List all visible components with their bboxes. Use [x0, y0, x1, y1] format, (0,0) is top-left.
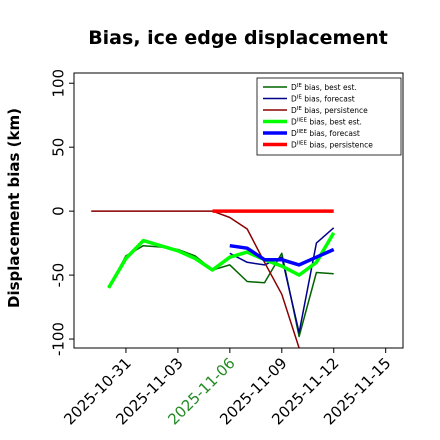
series-line-5: [229, 243, 335, 267]
legend-label: DIIEE bias, forecast: [291, 129, 360, 138]
legend-label: DIIEE bias, persistence: [291, 140, 373, 149]
y-tick-label: 100: [49, 69, 67, 98]
plot-frame: [73, 72, 404, 349]
legend-box: [256, 77, 402, 156]
y-tick-label: -100: [49, 322, 67, 356]
y-tick-label: -50: [49, 263, 67, 288]
y-tick-label: 50: [49, 138, 67, 157]
series-line-2: [229, 227, 335, 334]
x-axis: 2025-10-312025-11-032025-11-062025-11-09…: [60, 348, 395, 428]
series-line-4: [107, 232, 336, 289]
legend: DIE bias, best est. DIE bias, forecast DIE…: [256, 77, 402, 156]
legend-label: DIE bias, forecast: [291, 94, 355, 103]
series-line-3: [91, 210, 300, 349]
legend-label: DIIEE bias, best est.: [291, 117, 362, 126]
y-axis: 100 50 0 -50 -100: [49, 69, 74, 356]
y-tick-label: 0: [49, 206, 67, 216]
plot-area: [91, 209, 336, 349]
legend-label: DIE bias, best est.: [291, 83, 357, 92]
y-axis-label: Displacement bias (km): [5, 108, 23, 308]
series-line-1: [107, 244, 334, 338]
legend-label: DIE bias, persistence: [291, 106, 368, 115]
chart-title: Bias, ice edge displacement: [88, 27, 388, 49]
